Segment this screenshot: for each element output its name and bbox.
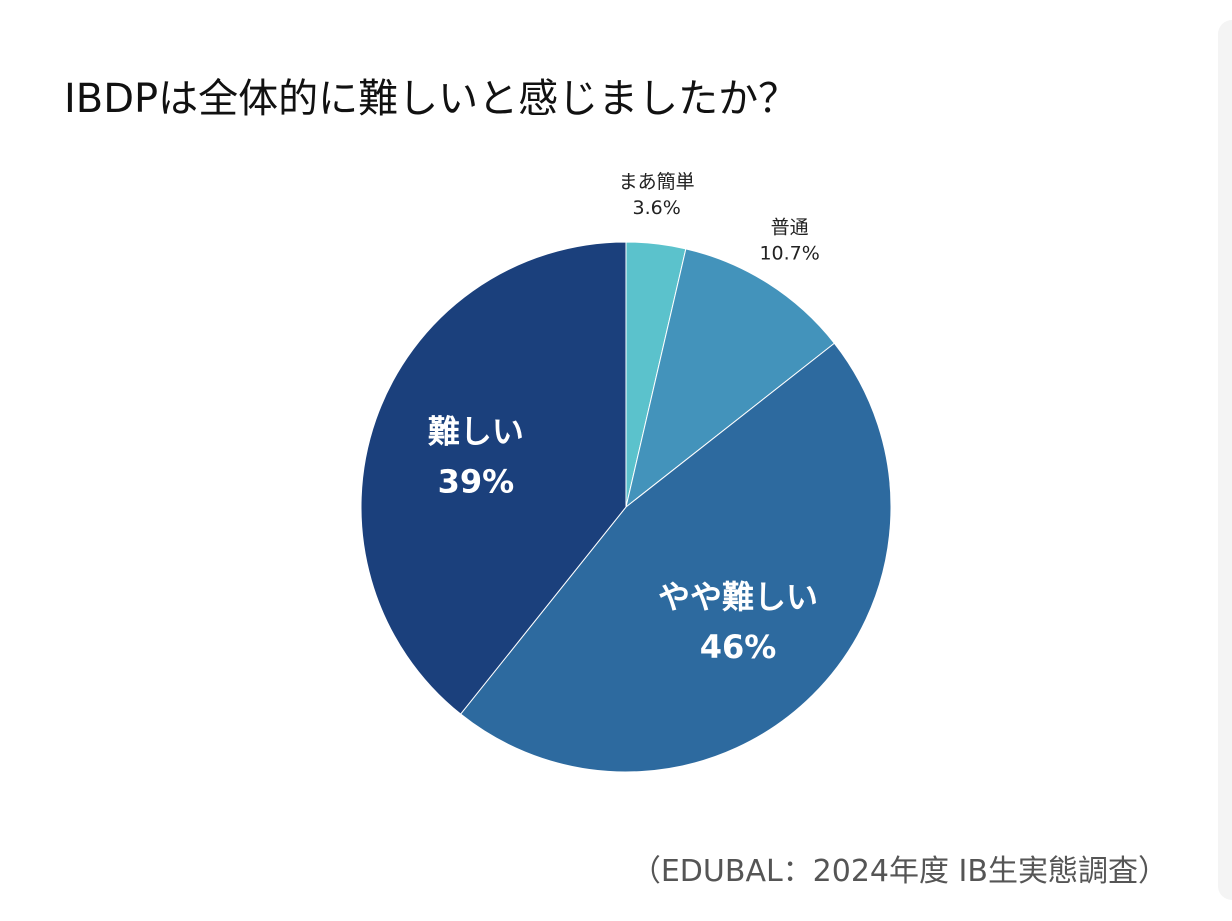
pie-slices — [360, 241, 892, 773]
page-title: IBDPは全体的に難しいと感じましたか？ — [64, 76, 799, 122]
slice-label: やや難しい — [658, 578, 818, 616]
slice-label: 普通 — [771, 217, 809, 239]
slice-label: まあ簡単 — [619, 171, 695, 193]
slice-label: 難しい — [428, 412, 524, 450]
pie-labels: まあ簡単 3.6% 普通 10.7% やや難しい 46% 難しい 39% — [428, 171, 820, 666]
pie-slice — [459, 342, 892, 773]
slice-value-label: 46% — [700, 628, 777, 666]
pie-slice — [625, 248, 836, 509]
scroll-edge — [1218, 20, 1232, 900]
source-note: （EDUBAL：2024年度 IB生実態調査） — [630, 854, 1168, 889]
slice-value-label: 10.7% — [759, 243, 819, 265]
pie-slice — [360, 241, 627, 715]
slice-value-label: 39% — [438, 462, 515, 500]
slice-value-label: 3.6% — [633, 197, 681, 219]
